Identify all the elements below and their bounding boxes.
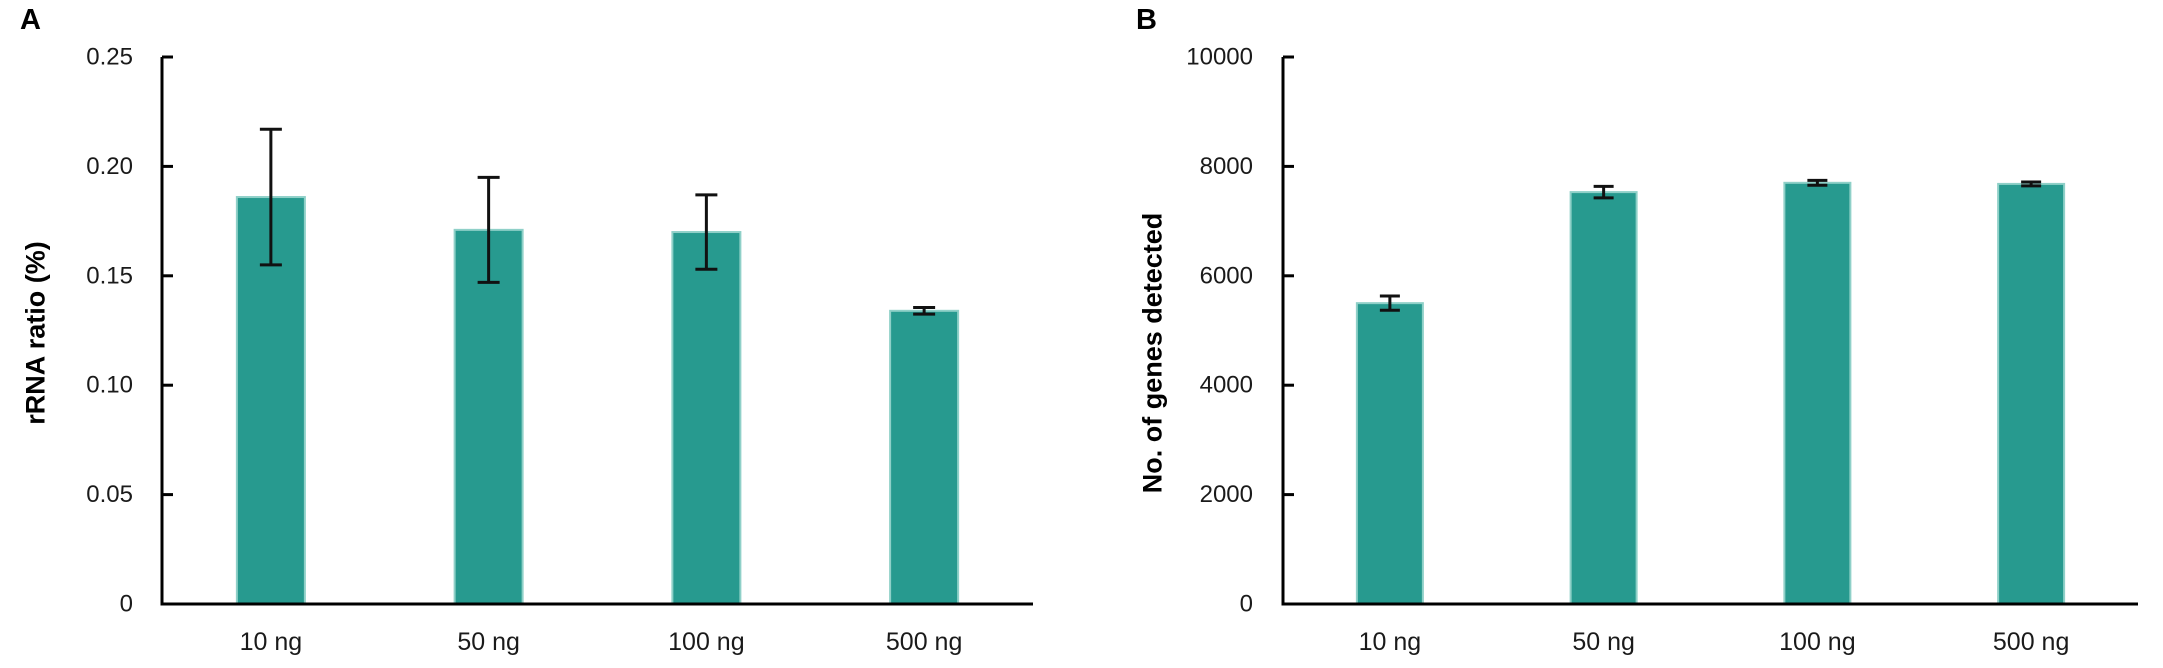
x-category-label: 50 ng: [1572, 628, 1635, 656]
y-tick-label: 0.15: [86, 262, 133, 289]
y-tick-label: 8000: [1200, 153, 1253, 180]
panel-label-b: B: [1136, 4, 1157, 36]
x-category-label: 100 ng: [1779, 628, 1855, 656]
y-tick-label: 4000: [1200, 372, 1253, 399]
bar-b-50-ng: [1569, 191, 1638, 605]
y-tick-label: 0.10: [86, 372, 133, 399]
panel-label-a: A: [20, 4, 41, 36]
x-category-label: 500 ng: [886, 628, 962, 656]
y-tick-label: 6000: [1200, 262, 1253, 289]
bar-b-10-ng: [1355, 302, 1424, 605]
x-category-label: 10 ng: [240, 628, 303, 656]
bar-a-100-ng: [671, 231, 742, 605]
x-category-label: 500 ng: [1993, 628, 2069, 656]
bar-b-100-ng: [1783, 181, 1852, 605]
y-tick-label: 2000: [1200, 481, 1253, 508]
y-tick-label: 0.25: [86, 44, 133, 71]
y-axis-label-genes-detected: No. of genes detected: [1137, 212, 1168, 494]
x-category-label: 100 ng: [668, 628, 744, 656]
bar-a-50-ng: [453, 228, 524, 606]
x-category-label: 10 ng: [1359, 628, 1422, 656]
y-axis-label-rrna-ratio: rRNA ratio (%): [20, 241, 51, 425]
y-tick-label: 10000: [1186, 44, 1253, 71]
bar-a-500-ng: [889, 309, 960, 605]
y-tick-label: 0.20: [86, 153, 133, 180]
y-tick-label: 0: [1240, 591, 1253, 618]
y-tick-label: 0: [120, 591, 133, 618]
x-category-label: 50 ng: [457, 628, 520, 656]
y-tick-label: 0.05: [86, 481, 133, 508]
bar-b-500-ng: [1997, 182, 2066, 606]
